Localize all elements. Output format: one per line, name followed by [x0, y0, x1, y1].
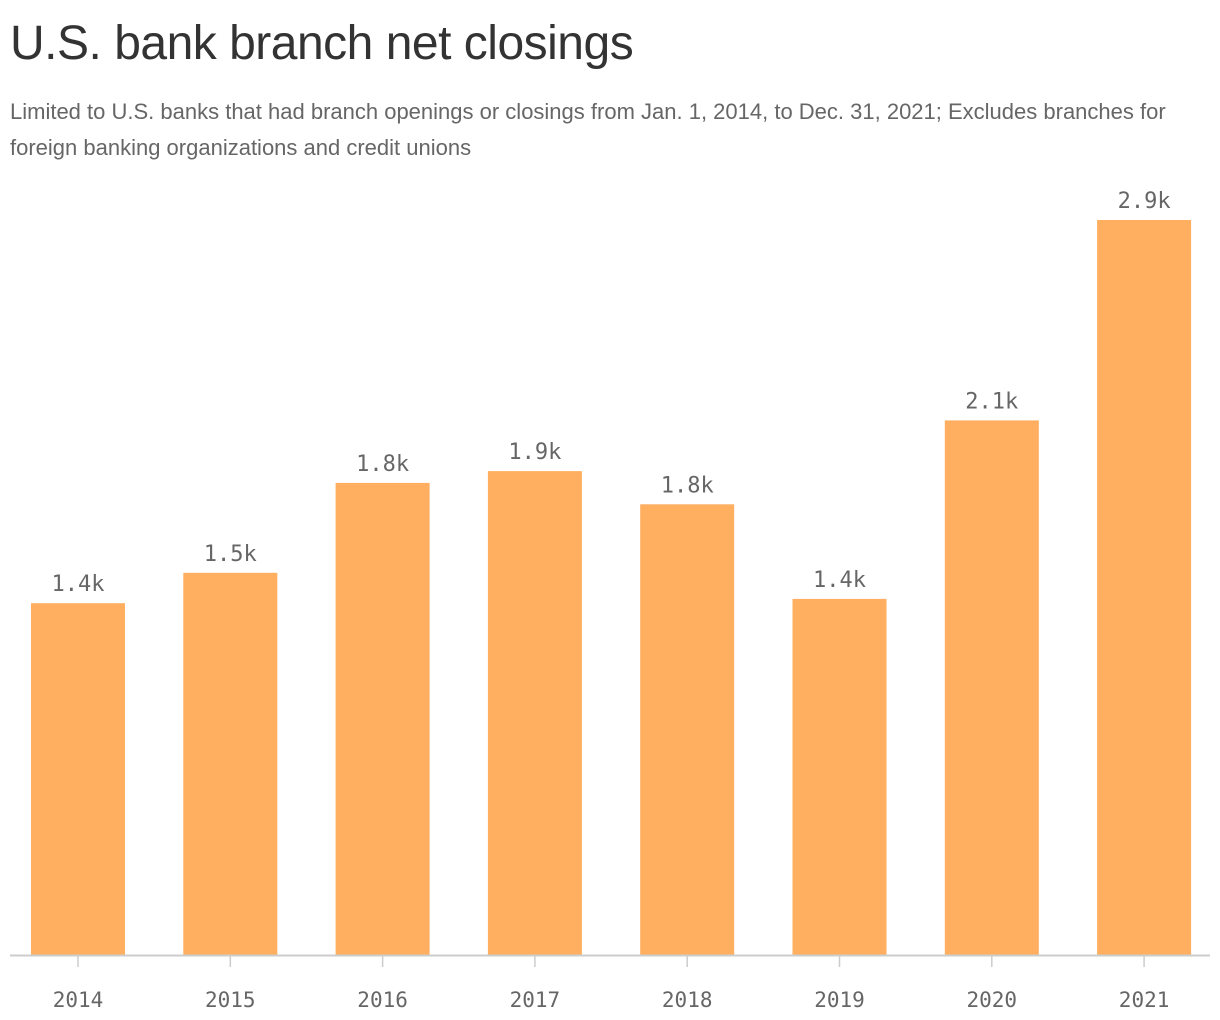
value-label-2020: 2.1k	[965, 389, 1018, 414]
value-label-2014: 1.4k	[52, 572, 105, 597]
x-tick-label-2018: 2018	[662, 988, 713, 1012]
x-tick-label-2019: 2019	[814, 988, 865, 1012]
bar-2015	[183, 572, 278, 955]
bar-2020	[944, 420, 1039, 955]
bar-2017	[487, 471, 582, 955]
x-tick-label-2017: 2017	[510, 988, 561, 1012]
x-tick-label-2015: 2015	[205, 988, 256, 1012]
chart-subtitle: Limited to U.S. banks that had branch op…	[10, 99, 1166, 160]
bar-2014	[31, 603, 125, 955]
bar-2016	[335, 482, 430, 955]
bars-group	[31, 220, 1192, 955]
bar-2018	[640, 504, 735, 955]
x-tick-labels-group: 2014 2015 2016 2017 2018 2019 2020 2021	[53, 988, 1170, 1012]
value-labels-group: 1.4k 1.5k 1.8k 1.9k 1.8k 1.4k 2.1k 2.9k	[52, 189, 1171, 597]
x-tick-label-2014: 2014	[53, 988, 104, 1012]
x-tick-label-2016: 2016	[357, 988, 408, 1012]
value-label-2017: 1.9k	[508, 440, 561, 465]
value-label-2018: 1.8k	[661, 473, 714, 498]
value-label-2021: 2.9k	[1118, 189, 1171, 214]
value-label-2015: 1.5k	[204, 542, 257, 567]
x-tick-label-2020: 2020	[967, 988, 1018, 1012]
x-ticks-group	[77, 956, 1145, 967]
x-tick-label-2021: 2021	[1119, 988, 1170, 1012]
value-label-2016: 1.8k	[356, 452, 409, 477]
bar-2021	[1097, 220, 1192, 955]
bar-2019	[792, 598, 887, 955]
chart-title: U.S. bank branch net closings	[10, 17, 634, 70]
value-label-2019: 1.4k	[813, 568, 866, 593]
